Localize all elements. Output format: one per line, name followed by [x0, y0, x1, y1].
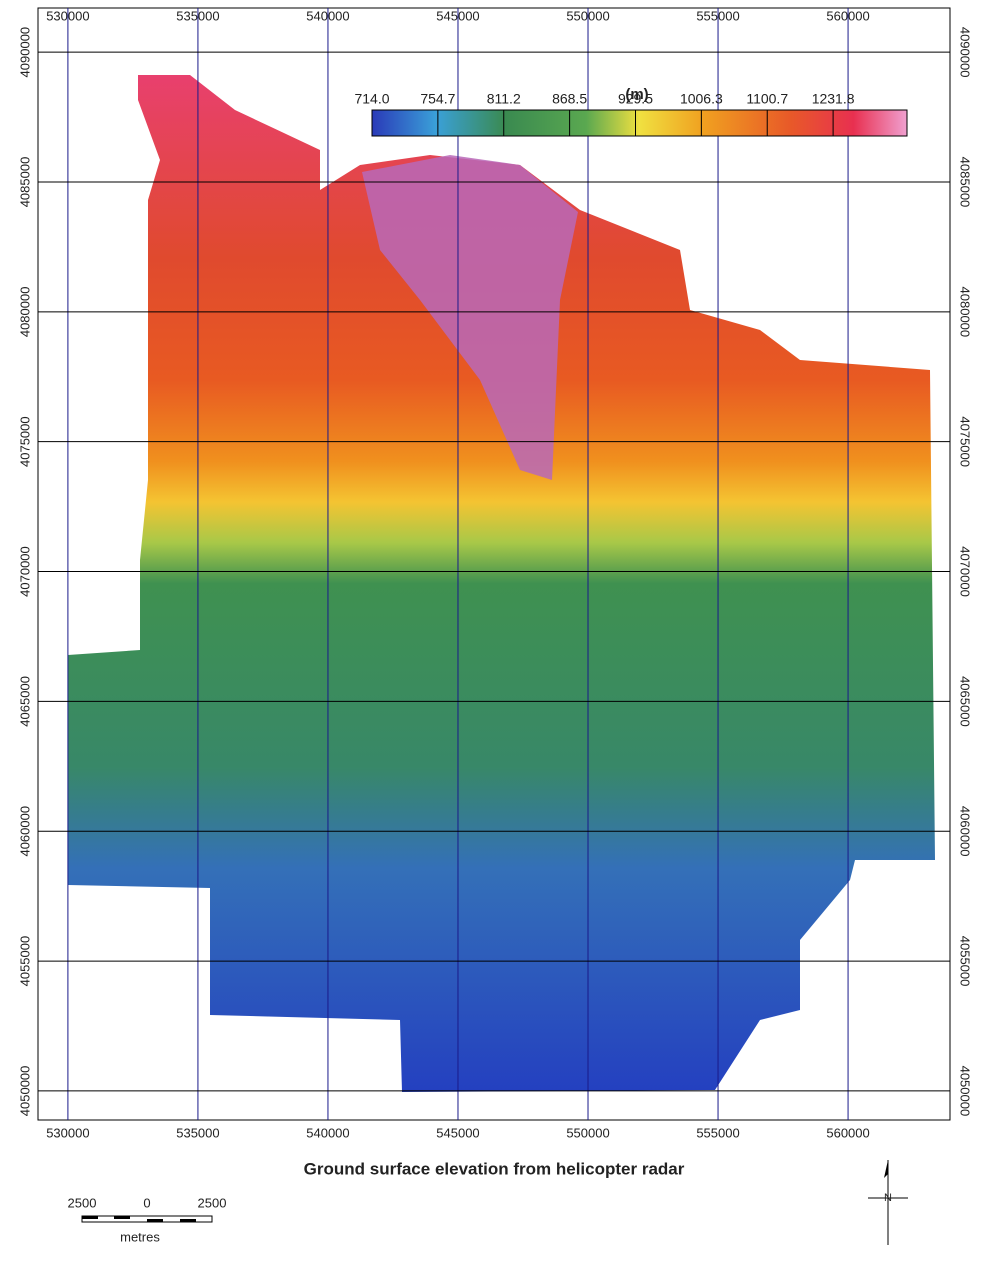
y-tick-label-left: 4065000	[17, 676, 32, 727]
map-figure: (m) Ground surface elevation from helico…	[0, 0, 982, 1264]
y-tick-label-left: 4075000	[17, 416, 32, 467]
scale-label: 2500	[68, 1195, 97, 1210]
x-tick-label-bottom: 530000	[46, 1125, 89, 1140]
x-tick-label-bottom: 535000	[176, 1125, 219, 1140]
north-label: N	[884, 1192, 892, 1204]
scale-unit: metres	[120, 1229, 160, 1244]
y-tick-label-left: 4080000	[17, 287, 32, 338]
y-tick-label-left: 4085000	[17, 157, 32, 208]
x-tick-label-bottom: 550000	[566, 1125, 609, 1140]
y-tick-label-right: 4065000	[958, 676, 973, 727]
y-tick-label-right: 4085000	[958, 157, 973, 208]
y-tick-label-left: 4060000	[17, 806, 32, 857]
legend-label: 714.0	[354, 91, 389, 107]
y-tick-label-right: 4055000	[958, 936, 973, 987]
page: (m) Ground surface elevation from helico…	[0, 0, 982, 1269]
x-tick-label-top: 545000	[436, 8, 479, 23]
colorbar	[372, 110, 907, 136]
y-tick-label-left: 4070000	[17, 546, 32, 597]
x-tick-label-top: 555000	[696, 8, 739, 23]
x-tick-label-top: 560000	[826, 8, 869, 23]
x-tick-label-top: 540000	[306, 8, 349, 23]
y-tick-label-right: 4050000	[958, 1066, 973, 1117]
x-tick-label-top: 530000	[46, 8, 89, 23]
legend-label: 868.5	[552, 91, 587, 107]
y-tick-label-right: 4080000	[958, 287, 973, 338]
x-tick-label-bottom: 540000	[306, 1125, 349, 1140]
y-tick-label-left: 4050000	[17, 1066, 32, 1117]
scale-bar: 2500 0 2500 metres	[68, 1195, 227, 1244]
scale-label: 2500	[198, 1195, 227, 1210]
x-tick-label-bottom: 555000	[696, 1125, 739, 1140]
y-tick-label-left: 4055000	[17, 936, 32, 987]
legend-label: 1100.7	[746, 91, 788, 107]
scale-label: 0	[143, 1195, 150, 1210]
legend-label: 1231.8	[812, 91, 855, 107]
y-tick-label-right: 4070000	[958, 546, 973, 597]
legend-label: 929.5	[618, 91, 653, 107]
map-title: Ground surface elevation from helicopter…	[304, 1159, 685, 1178]
legend-label: 754.7	[420, 91, 455, 107]
y-tick-label-right: 4075000	[958, 416, 973, 467]
x-tick-label-bottom: 545000	[436, 1125, 479, 1140]
y-tick-label-right: 4060000	[958, 806, 973, 857]
x-tick-label-top: 535000	[176, 8, 219, 23]
y-tick-label-right: 4090000	[958, 27, 973, 78]
legend-label: 1006.3	[680, 91, 723, 107]
x-tick-label-bottom: 560000	[826, 1125, 869, 1140]
legend-label: 811.2	[487, 91, 521, 107]
x-tick-label-top: 550000	[566, 8, 609, 23]
y-tick-label-left: 4090000	[17, 27, 32, 78]
north-arrow: N	[868, 1160, 908, 1245]
